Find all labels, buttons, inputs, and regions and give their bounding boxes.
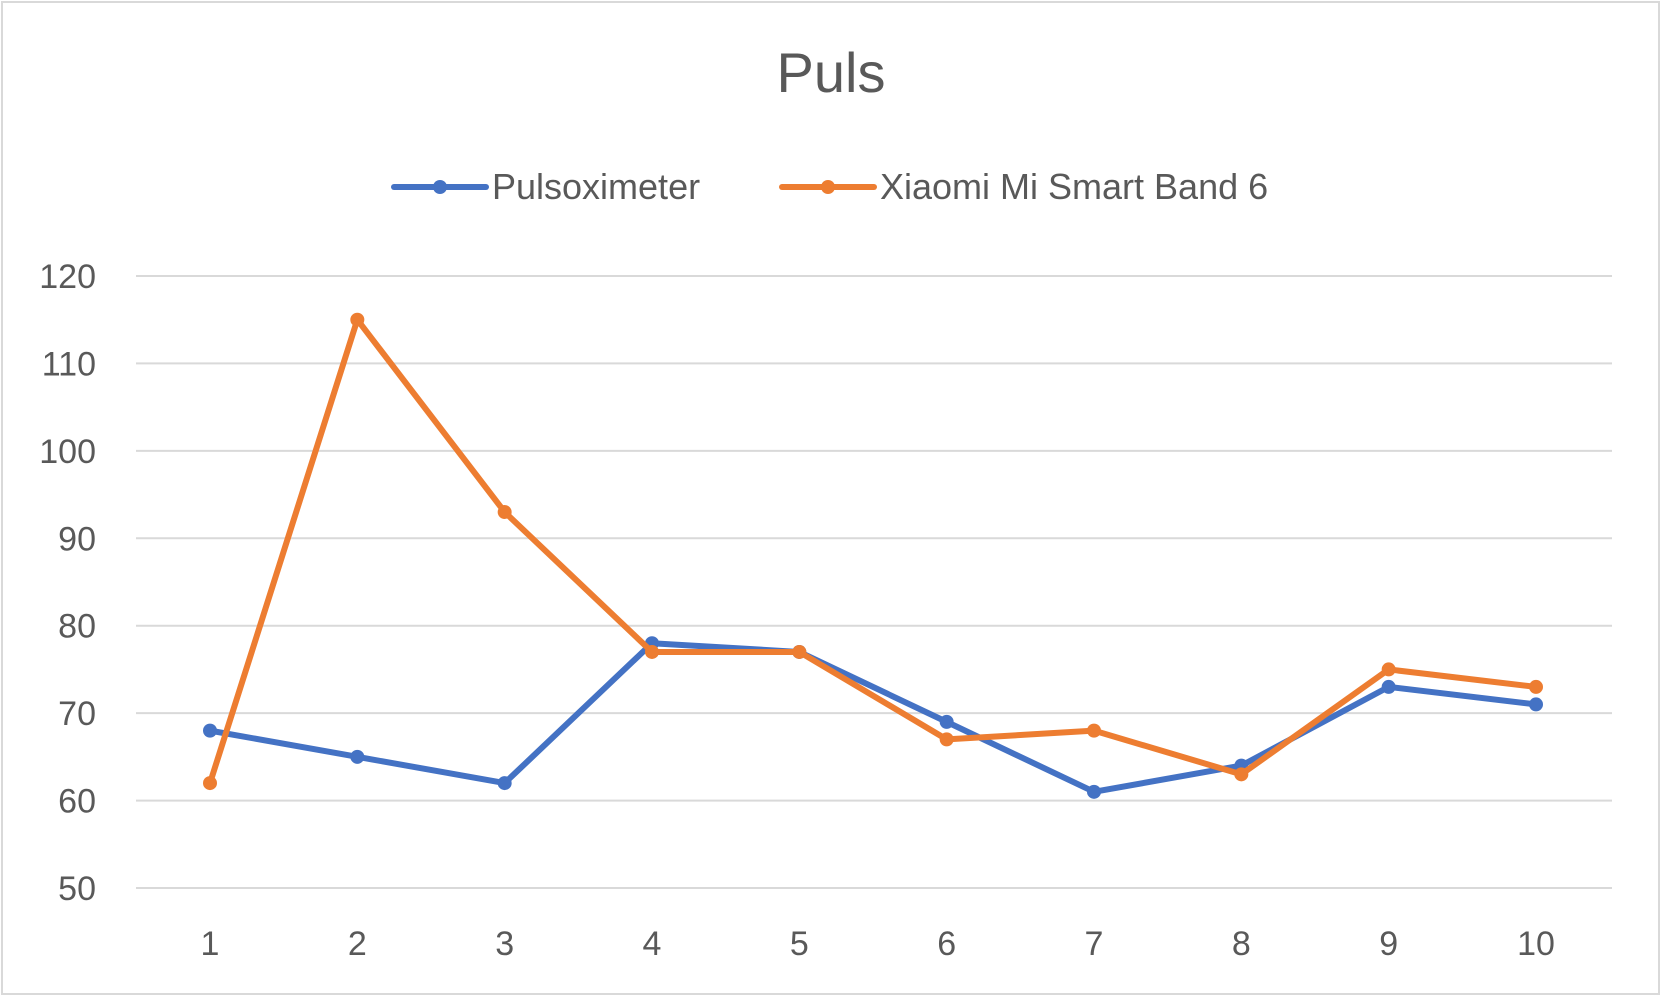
data-point-xiaomi <box>939 732 954 747</box>
y-tick-label: 60 <box>58 783 96 821</box>
data-point-xiaomi <box>1381 662 1396 677</box>
x-tick-label: 8 <box>1232 925 1251 963</box>
data-point-pulsoximeter <box>1381 679 1396 694</box>
x-tick-label: 7 <box>1085 925 1104 963</box>
chart-title: Puls <box>777 41 886 104</box>
y-tick-label: 100 <box>39 433 96 471</box>
data-point-xiaomi <box>1529 679 1543 694</box>
legend-item-xiaomi: Xiaomi Mi Smart Band 6 <box>779 166 1268 207</box>
data-point-xiaomi <box>350 312 365 327</box>
data-point-pulsoximeter <box>939 714 954 729</box>
y-tick-label: 90 <box>58 520 96 558</box>
x-tick-label: 9 <box>1379 925 1398 963</box>
x-tick-label: 4 <box>643 925 662 963</box>
series-line-xiaomi <box>207 316 1539 787</box>
y-tick-label: 50 <box>58 870 96 908</box>
data-point-xiaomi <box>1234 767 1249 782</box>
data-point-pulsoximeter <box>203 723 217 738</box>
legend-marker-pulsoximeter <box>433 180 447 194</box>
legend-item-pulsoximeter: Pulsoximeter <box>391 166 700 207</box>
data-point-xiaomi <box>497 505 512 520</box>
legend-label-pulsoximeter: Pulsoximeter <box>492 166 700 207</box>
data-point-xiaomi <box>1087 723 1101 738</box>
data-point-xiaomi <box>792 644 807 659</box>
legend-label-xiaomi: Xiaomi Mi Smart Band 6 <box>880 166 1268 207</box>
series-line-pulsoximeter <box>207 640 1539 795</box>
y-tick-label: 80 <box>58 608 96 646</box>
x-tick-label: 10 <box>1517 925 1555 963</box>
data-point-pulsoximeter <box>497 776 512 791</box>
data-point-pulsoximeter <box>350 749 365 764</box>
series-group <box>203 312 1543 799</box>
legend: Pulsoximeter Xiaomi Mi Smart Band 6 <box>391 166 1268 207</box>
y-tick-label: 120 <box>39 258 96 296</box>
data-point-xiaomi <box>645 644 659 659</box>
data-point-pulsoximeter <box>1529 697 1543 712</box>
y-axis-tick-labels: 50 60 70 80 90 100 110 120 <box>39 258 96 908</box>
x-axis-tick-labels: 1 2 3 4 5 6 7 8 9 10 <box>201 925 1555 963</box>
data-point-pulsoximeter <box>1087 784 1101 799</box>
x-tick-label: 5 <box>790 925 809 963</box>
y-tick-label: 110 <box>42 345 96 383</box>
x-tick-label: 3 <box>495 925 514 963</box>
x-tick-label: 1 <box>201 925 220 963</box>
legend-marker-xiaomi <box>821 180 835 194</box>
x-tick-label: 2 <box>348 925 367 963</box>
x-tick-label: 6 <box>937 925 956 963</box>
y-tick-label: 70 <box>58 695 96 733</box>
series-xiaomi <box>203 312 1543 791</box>
series-pulsoximeter <box>203 636 1543 799</box>
gridlines <box>136 275 1612 889</box>
data-point-xiaomi <box>203 776 217 791</box>
